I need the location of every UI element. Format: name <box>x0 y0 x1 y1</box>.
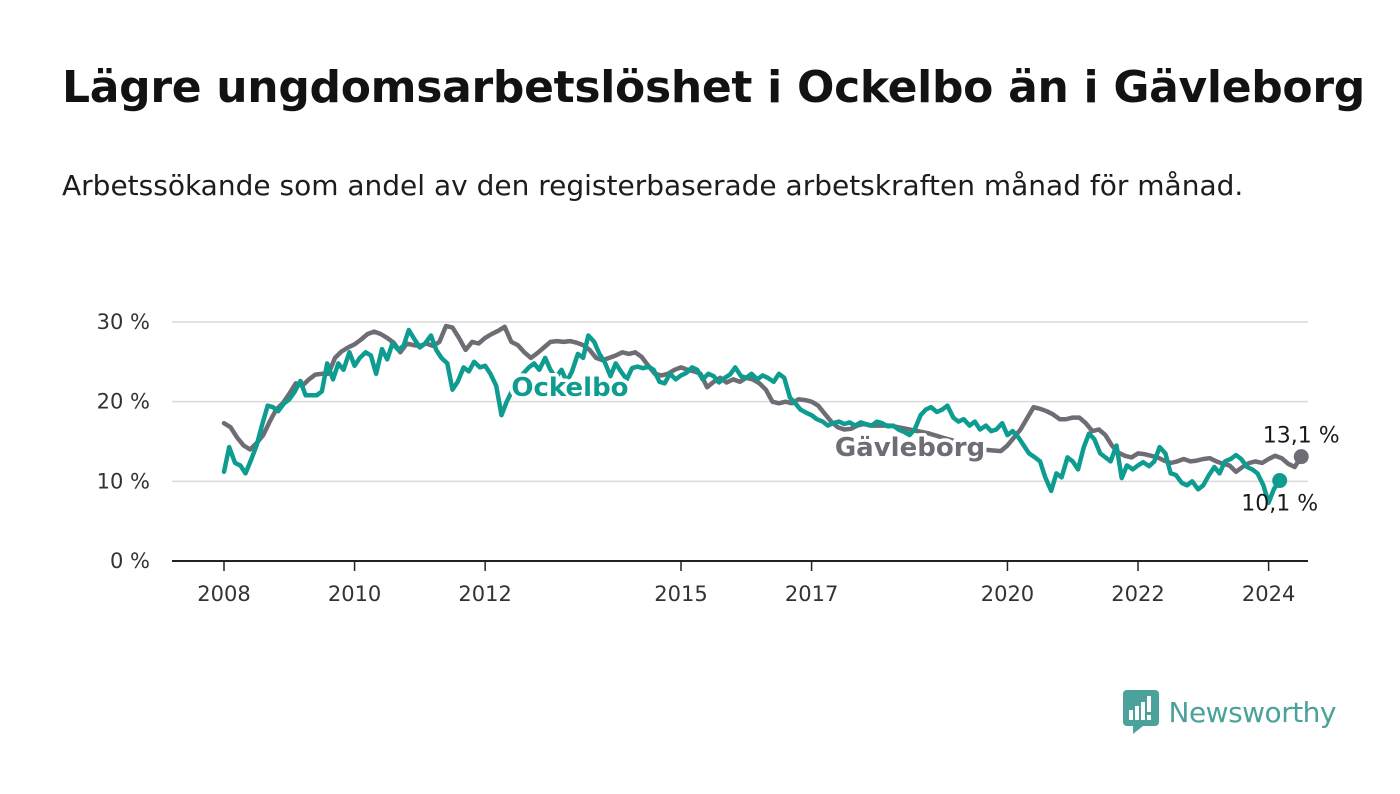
brand: Newsworthy <box>1122 690 1337 734</box>
y-tick-label: 20 % <box>97 390 150 414</box>
series-end-marker-ockelbo <box>1272 473 1288 489</box>
series-lines <box>221 323 1309 506</box>
series-line-gavleborg <box>221 323 1304 475</box>
series-label-ockelbo: Ockelbo <box>511 373 628 403</box>
series-end-label-ockelbo: 10,1 % <box>1241 492 1318 517</box>
series-end-marker-gavleborg <box>1293 449 1309 465</box>
x-tick-label: 2012 <box>458 582 511 606</box>
y-tick-label: 10 % <box>97 469 150 493</box>
y-tick-label: 0 % <box>110 549 150 573</box>
series-end-label-gavleborg: 13,1 % <box>1263 424 1340 449</box>
series-label-gavleborg: Gävleborg <box>835 433 985 463</box>
x-axis: 2008 2010 2012 2015 2017 2020 2022 2024 <box>197 561 1295 606</box>
y-tick-label: 30 % <box>97 310 150 334</box>
x-tick-label: 2022 <box>1111 582 1164 606</box>
x-tick-label: 2020 <box>981 582 1034 606</box>
x-tick-label: 2015 <box>654 582 707 606</box>
y-axis: 0 % 10 % 20 % 30 % <box>97 310 150 573</box>
x-tick-label: 2017 <box>785 582 838 606</box>
chart-title: Lägre ungdomsarbetslöshet i Ockelbo än i… <box>62 62 1365 113</box>
chart-subtitle: Arbetssökande som andel av den registerb… <box>62 169 1244 202</box>
series-labels: Gävleborg 13,1 % Ockelbo 10,1 % <box>508 370 1340 517</box>
newsworthy-logo-icon <box>1122 690 1159 734</box>
grid-lines <box>172 321 1308 562</box>
x-tick-label: 2024 <box>1242 582 1295 606</box>
brand-name: Newsworthy <box>1168 695 1337 729</box>
series-line-ockelbo <box>221 327 1282 506</box>
x-tick-label: 2008 <box>197 582 250 606</box>
x-tick-label: 2010 <box>328 582 381 606</box>
